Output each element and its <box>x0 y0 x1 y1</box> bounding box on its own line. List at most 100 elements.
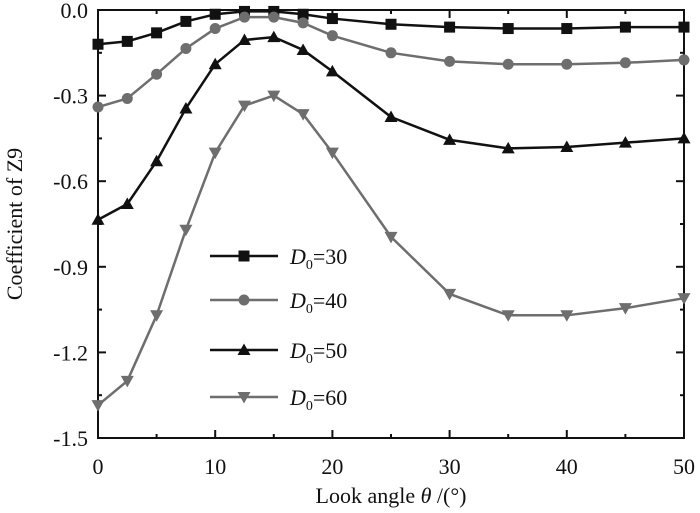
data-point <box>267 30 281 43</box>
legend-subscript: 0 <box>306 352 313 367</box>
data-point <box>296 109 310 121</box>
data-point <box>384 110 398 122</box>
x-tick-label: 20 <box>321 454 343 479</box>
data-point <box>501 141 515 154</box>
legend-symbol: D <box>289 288 306 313</box>
data-point <box>618 303 632 315</box>
legend-item: D0=40 <box>210 288 347 317</box>
y-tick-label: -0.6 <box>53 169 88 194</box>
data-point <box>325 64 339 77</box>
plot-frame <box>97 9 685 439</box>
data-point <box>92 38 104 50</box>
series-line <box>97 94 685 407</box>
data-point <box>502 23 514 35</box>
series-2 <box>92 11 690 113</box>
data-point <box>238 100 251 113</box>
data-point <box>238 33 251 45</box>
x-axis-unit: /(°) <box>437 483 467 508</box>
data-point <box>384 231 398 244</box>
y-axis-label: Coefficient of Z9 <box>2 148 27 300</box>
legend-subscript: 0 <box>306 258 313 273</box>
axis-tick-labels: 0 10 20 30 40 50 0.0 -0.3 -0.6 -0.9 -1.2 -1.5 <box>53 0 695 479</box>
legend-item: D0=50 <box>210 338 347 367</box>
data-point <box>443 133 457 145</box>
data-point <box>561 23 573 35</box>
data-point <box>385 18 397 30</box>
data-point <box>121 92 133 104</box>
data-point <box>91 400 105 412</box>
data-point <box>209 23 221 35</box>
legend-marker <box>237 392 251 404</box>
data-point <box>326 13 338 25</box>
x-axis-symbol: θ <box>421 483 432 508</box>
series-line <box>97 15 685 109</box>
data-point <box>120 375 134 388</box>
legend-value: =60 <box>313 385 347 410</box>
data-point <box>677 293 691 305</box>
data-point <box>120 197 134 210</box>
legend-symbol: D <box>289 338 306 363</box>
data-point <box>180 43 192 55</box>
data-point <box>678 21 690 33</box>
data-point <box>561 58 573 70</box>
data-point <box>296 43 310 55</box>
y-tick-label: -1.5 <box>53 426 88 451</box>
data-point <box>297 8 309 20</box>
legend-marker <box>238 250 250 262</box>
data-point <box>151 27 163 39</box>
series-1 <box>92 5 690 50</box>
data-point <box>443 288 457 301</box>
data-point <box>239 5 250 17</box>
data-point <box>208 57 222 70</box>
y-tick-label: -0.9 <box>53 255 88 280</box>
data-point <box>209 8 221 20</box>
data-point <box>501 310 515 322</box>
axis-ticks <box>97 9 685 439</box>
legend-symbol: D <box>289 244 306 269</box>
legend-symbol: D <box>289 385 306 410</box>
data-point <box>560 310 574 322</box>
x-tick-label: 50 <box>673 454 695 479</box>
data-point <box>150 154 164 167</box>
x-tick-label: 0 <box>93 454 104 479</box>
data-point <box>619 57 631 69</box>
legend-subscript: 0 <box>306 302 313 317</box>
legend-label: D0=30 <box>289 244 347 273</box>
data-point <box>92 101 104 113</box>
y-tick-label: -0.3 <box>53 84 88 109</box>
data-point <box>560 140 574 152</box>
x-axis-label-text: Look angle <box>316 483 416 508</box>
data-point <box>121 35 133 47</box>
data-point <box>179 224 193 237</box>
legend-item: D0=60 <box>210 385 347 414</box>
legend-subscript: 0 <box>306 399 313 414</box>
data-point <box>268 11 280 23</box>
legend-value: =40 <box>313 288 347 313</box>
data-point <box>444 55 456 67</box>
data-point <box>268 5 280 17</box>
data-point <box>619 21 631 33</box>
data-point <box>326 30 338 42</box>
data-point <box>677 131 691 144</box>
x-tick-label: 30 <box>439 454 461 479</box>
y-tick-label: 0.0 <box>61 0 89 23</box>
x-tick-label: 40 <box>556 454 578 479</box>
legend-label: D0=60 <box>289 385 347 414</box>
data-point <box>678 54 690 66</box>
legend-value: =30 <box>313 244 347 269</box>
data-point <box>325 147 339 160</box>
y-tick-label: -1.2 <box>53 340 88 365</box>
legend-label: D0=40 <box>289 288 347 317</box>
data-point <box>208 147 222 160</box>
series-3 <box>91 30 691 225</box>
data-point <box>180 15 192 27</box>
data-point <box>179 101 193 114</box>
series-4 <box>91 90 691 412</box>
data-point <box>618 136 632 148</box>
data-point <box>385 47 397 59</box>
legend-item: D0=30 <box>210 244 347 273</box>
x-tick-label: 10 <box>204 454 226 479</box>
legend-marker <box>238 294 250 306</box>
